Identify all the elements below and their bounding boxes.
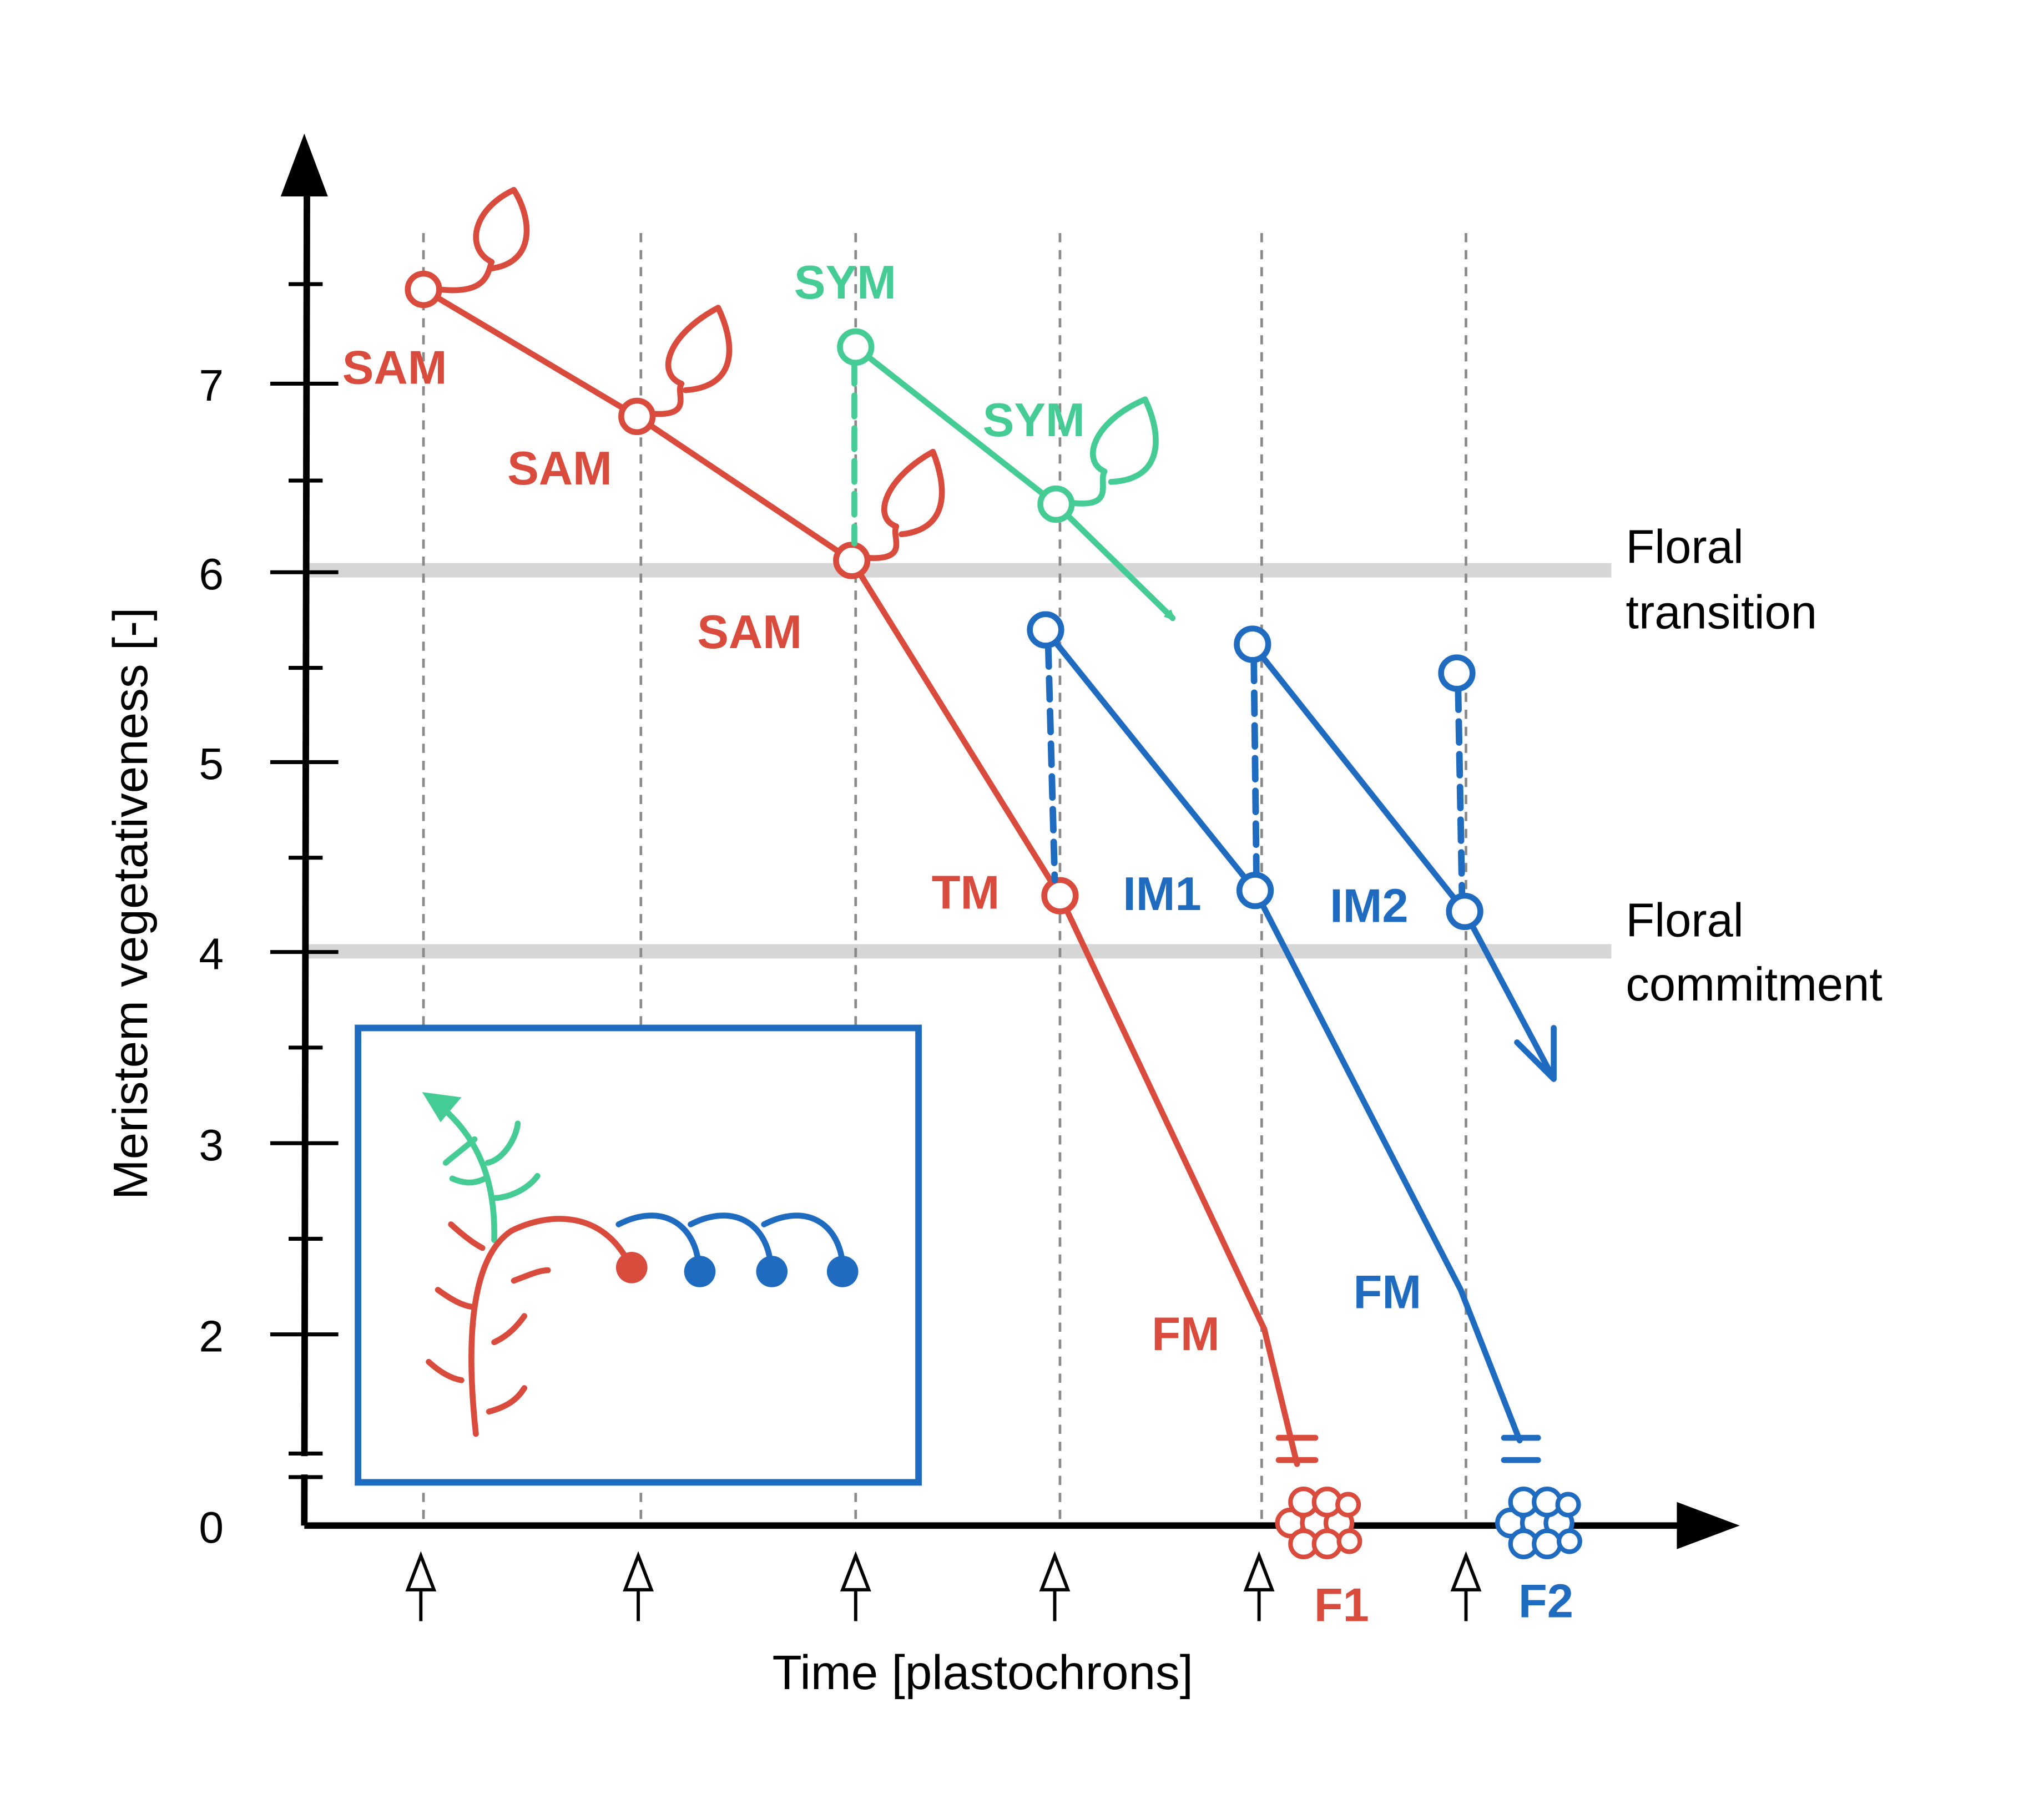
blue-branch-dashed-1	[1044, 642, 1058, 883]
y-axis-break	[296, 1456, 315, 1475]
blue-arrowhead	[1514, 1025, 1557, 1082]
fm-label-red: FM	[1152, 1308, 1220, 1361]
y-axis-title: Meristem vegetativeness [-]	[103, 608, 158, 1200]
sam-label-1: SAM	[342, 341, 447, 394]
inset-red-stem	[426, 1216, 648, 1437]
red-trajectory	[420, 286, 1300, 1467]
sam-label-3: SAM	[697, 606, 802, 659]
y-tick-label-5: 5	[199, 739, 224, 789]
flower-icon	[1275, 1487, 1362, 1559]
flower-icon	[1495, 1487, 1582, 1559]
im1-label: IM1	[1123, 868, 1202, 921]
plastochron-arrow-icon	[405, 1551, 437, 1621]
inset-blue-meristem	[684, 1256, 716, 1287]
plastochron-arrow-icon	[1243, 1551, 1275, 1621]
plastochron-arrow-icon	[623, 1551, 654, 1621]
blue-origin-marker-1	[1027, 611, 1064, 649]
plastochron-arrow-icon	[1039, 1551, 1071, 1621]
blue-markers	[1027, 611, 1483, 931]
sam-marker-2	[618, 397, 656, 436]
red-lineage	[420, 186, 1319, 1467]
sam-marker-3	[833, 542, 871, 579]
im2-marker	[1446, 892, 1483, 931]
floral-commitment-label-line2: commitment	[1626, 958, 1883, 1011]
leaf-icon	[1068, 396, 1159, 507]
x-axis	[304, 1502, 1740, 1549]
f2-label: F2	[1518, 1575, 1573, 1628]
f1-label: F1	[1314, 1579, 1369, 1631]
im1-marker	[1236, 872, 1274, 909]
sym-label-2: SYM	[983, 394, 1085, 447]
y-tick-label-4: 4	[199, 929, 224, 979]
blue-lineage	[1042, 626, 1557, 1463]
leaf-icon	[649, 305, 733, 417]
green-markers	[837, 328, 1075, 523]
tm-marker	[1041, 877, 1079, 914]
red-markers	[405, 270, 1079, 914]
blue-origin-marker-3	[1438, 654, 1476, 692]
inset-blue-meristem	[756, 1256, 788, 1287]
y-axis-arrowhead	[280, 133, 328, 196]
floral-transition-label-line2: transition	[1626, 587, 1817, 639]
sym-marker-2	[1037, 485, 1075, 523]
plastochron-arrow-icon	[840, 1551, 871, 1621]
sym-marker-1	[837, 328, 875, 366]
fm-label-blue: FM	[1354, 1266, 1422, 1318]
y-axis-ticks	[270, 282, 339, 1479]
inset-green-shoot	[422, 1092, 541, 1244]
floral-transition-label-line1: Floral	[1626, 521, 1743, 574]
floral-commitment-label: Floral commitment	[1626, 894, 1883, 1011]
floral-transition-band	[304, 563, 1612, 578]
sym-label-1: SYM	[794, 256, 896, 309]
inset-blue-meristems	[615, 1212, 859, 1287]
blue-branch-dashed-2	[1250, 656, 1260, 877]
state-labels: SAM SAM SAM SYM SYM TM IM1 IM2 FM FM F1 …	[342, 256, 1573, 1631]
inset-blue-meristem	[826, 1256, 859, 1287]
sam-label-2: SAM	[507, 442, 612, 495]
blue-trajectory-im1	[1042, 626, 1523, 1444]
floral-commitment-band	[304, 944, 1612, 959]
blue-origin-marker-2	[1234, 625, 1271, 663]
blue-branch-dashed-3	[1455, 685, 1466, 899]
inset-red-meristem	[615, 1252, 648, 1283]
y-tick-label-3: 3	[199, 1120, 224, 1170]
leaf-icon	[436, 186, 530, 294]
inset-green-arrowhead	[422, 1092, 462, 1123]
blue-trajectory-im2	[1249, 641, 1556, 1080]
plastochron-arrow-icon	[1450, 1551, 1482, 1621]
im2-label: IM2	[1330, 880, 1409, 932]
sam-marker-1	[405, 270, 442, 309]
y-tick-label-0: 0	[199, 1503, 224, 1553]
tm-label: TM	[932, 867, 1000, 919]
x-axis-title: Time [plastochrons]	[772, 1645, 1193, 1700]
inset-panel	[355, 1024, 922, 1486]
floral-transition-label: Floral transition	[1626, 521, 1817, 639]
y-axis	[270, 133, 339, 1526]
leaf-icon	[864, 448, 945, 561]
plastochron-arrows	[405, 1551, 1482, 1621]
y-tick-label-7: 7	[199, 361, 224, 411]
y-tick-label-6: 6	[199, 549, 224, 599]
y-tick-label-2: 2	[199, 1311, 224, 1361]
x-axis-arrowhead	[1677, 1502, 1740, 1549]
y-tick-labels: 0 2 3 4 5 6 7	[199, 361, 224, 1553]
floral-commitment-label-line1: Floral	[1626, 894, 1743, 947]
